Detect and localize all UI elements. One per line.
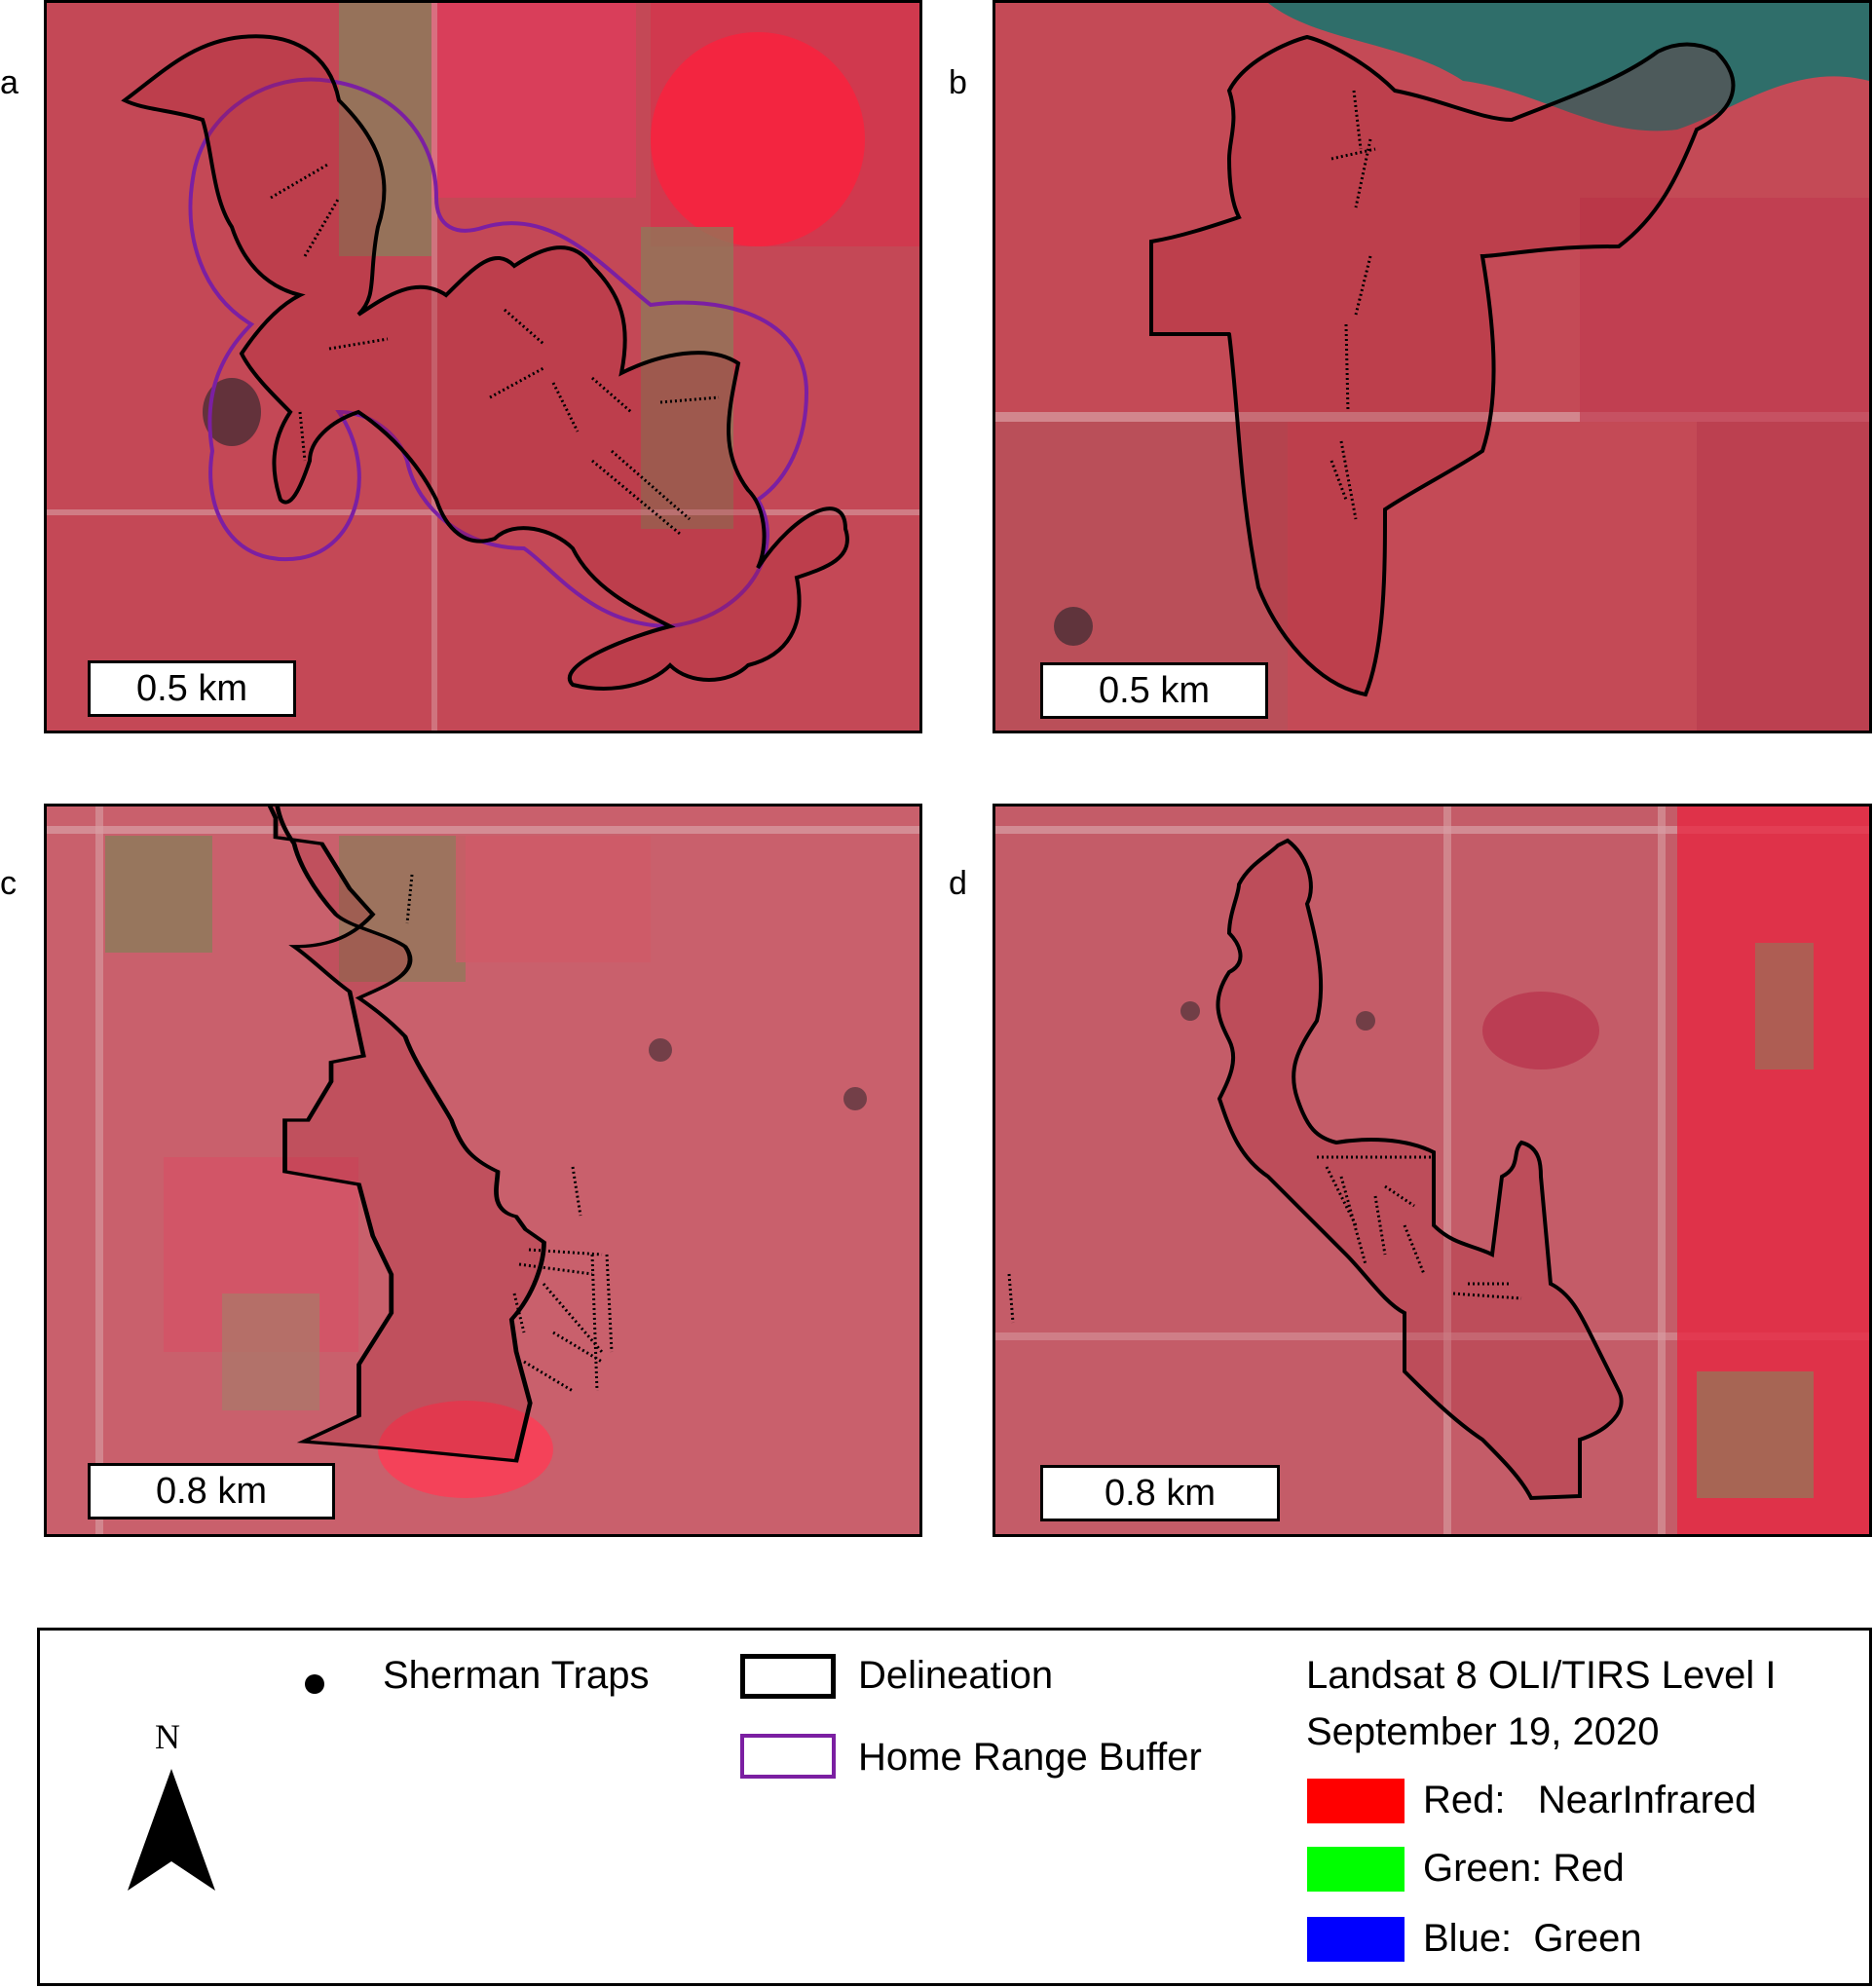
panel-letter-a: a	[0, 64, 19, 101]
panel-letter-d: d	[949, 865, 967, 902]
band-green-label: Green: Red	[1423, 1847, 1625, 1890]
delineation-d	[1216, 838, 1624, 1501]
scalebar-a: 0.5 km	[88, 660, 296, 717]
sherman-traps-c	[405, 874, 614, 1393]
map-b-imagery	[995, 3, 1869, 731]
map-legend: N Sherman Traps Delineation Home Range B…	[37, 1628, 1872, 1986]
map-c-imagery	[47, 806, 919, 1534]
delineation-label: Delineation	[858, 1654, 1054, 1697]
sherman-traps-b	[1330, 90, 1376, 520]
traps-label: Sherman Traps	[383, 1654, 650, 1697]
north-arrow-icon	[128, 1769, 215, 1891]
north-label: N	[155, 1717, 180, 1756]
sherman-traps-a	[270, 162, 720, 536]
scalebar-d: 0.8 km	[1040, 1465, 1280, 1521]
delineation-swatch	[740, 1654, 836, 1699]
delineation-c	[267, 806, 546, 1463]
delineation-a	[121, 34, 849, 691]
band-red-label: Red: NearInfrared	[1423, 1779, 1757, 1821]
scalebar-c: 0.8 km	[88, 1463, 335, 1519]
trap-point-icon	[305, 1674, 324, 1694]
map-d-imagery	[995, 806, 1869, 1534]
map-panel-b	[993, 0, 1872, 733]
panel-letter-b: b	[949, 64, 967, 101]
band-blue-label: Blue: Green	[1423, 1917, 1642, 1960]
panel-letter-c: c	[0, 865, 17, 902]
band-blue-swatch	[1307, 1917, 1405, 1962]
imagery-title-line1: Landsat 8 OLI/TIRS Level I	[1306, 1654, 1777, 1697]
band-red-swatch	[1307, 1779, 1405, 1823]
buffer-swatch	[740, 1734, 836, 1779]
map-a-imagery	[47, 3, 919, 731]
imagery-title-line2: September 19, 2020	[1306, 1710, 1660, 1753]
scalebar-b: 0.5 km	[1040, 662, 1268, 719]
buffer-label: Home Range Buffer	[858, 1736, 1202, 1779]
map-panel-a	[44, 0, 922, 733]
delineation-b	[1148, 34, 1736, 697]
band-green-swatch	[1307, 1847, 1405, 1892]
sherman-traps-d	[1007, 1155, 1522, 1324]
map-panel-d	[993, 804, 1872, 1537]
map-panel-c	[44, 804, 922, 1537]
